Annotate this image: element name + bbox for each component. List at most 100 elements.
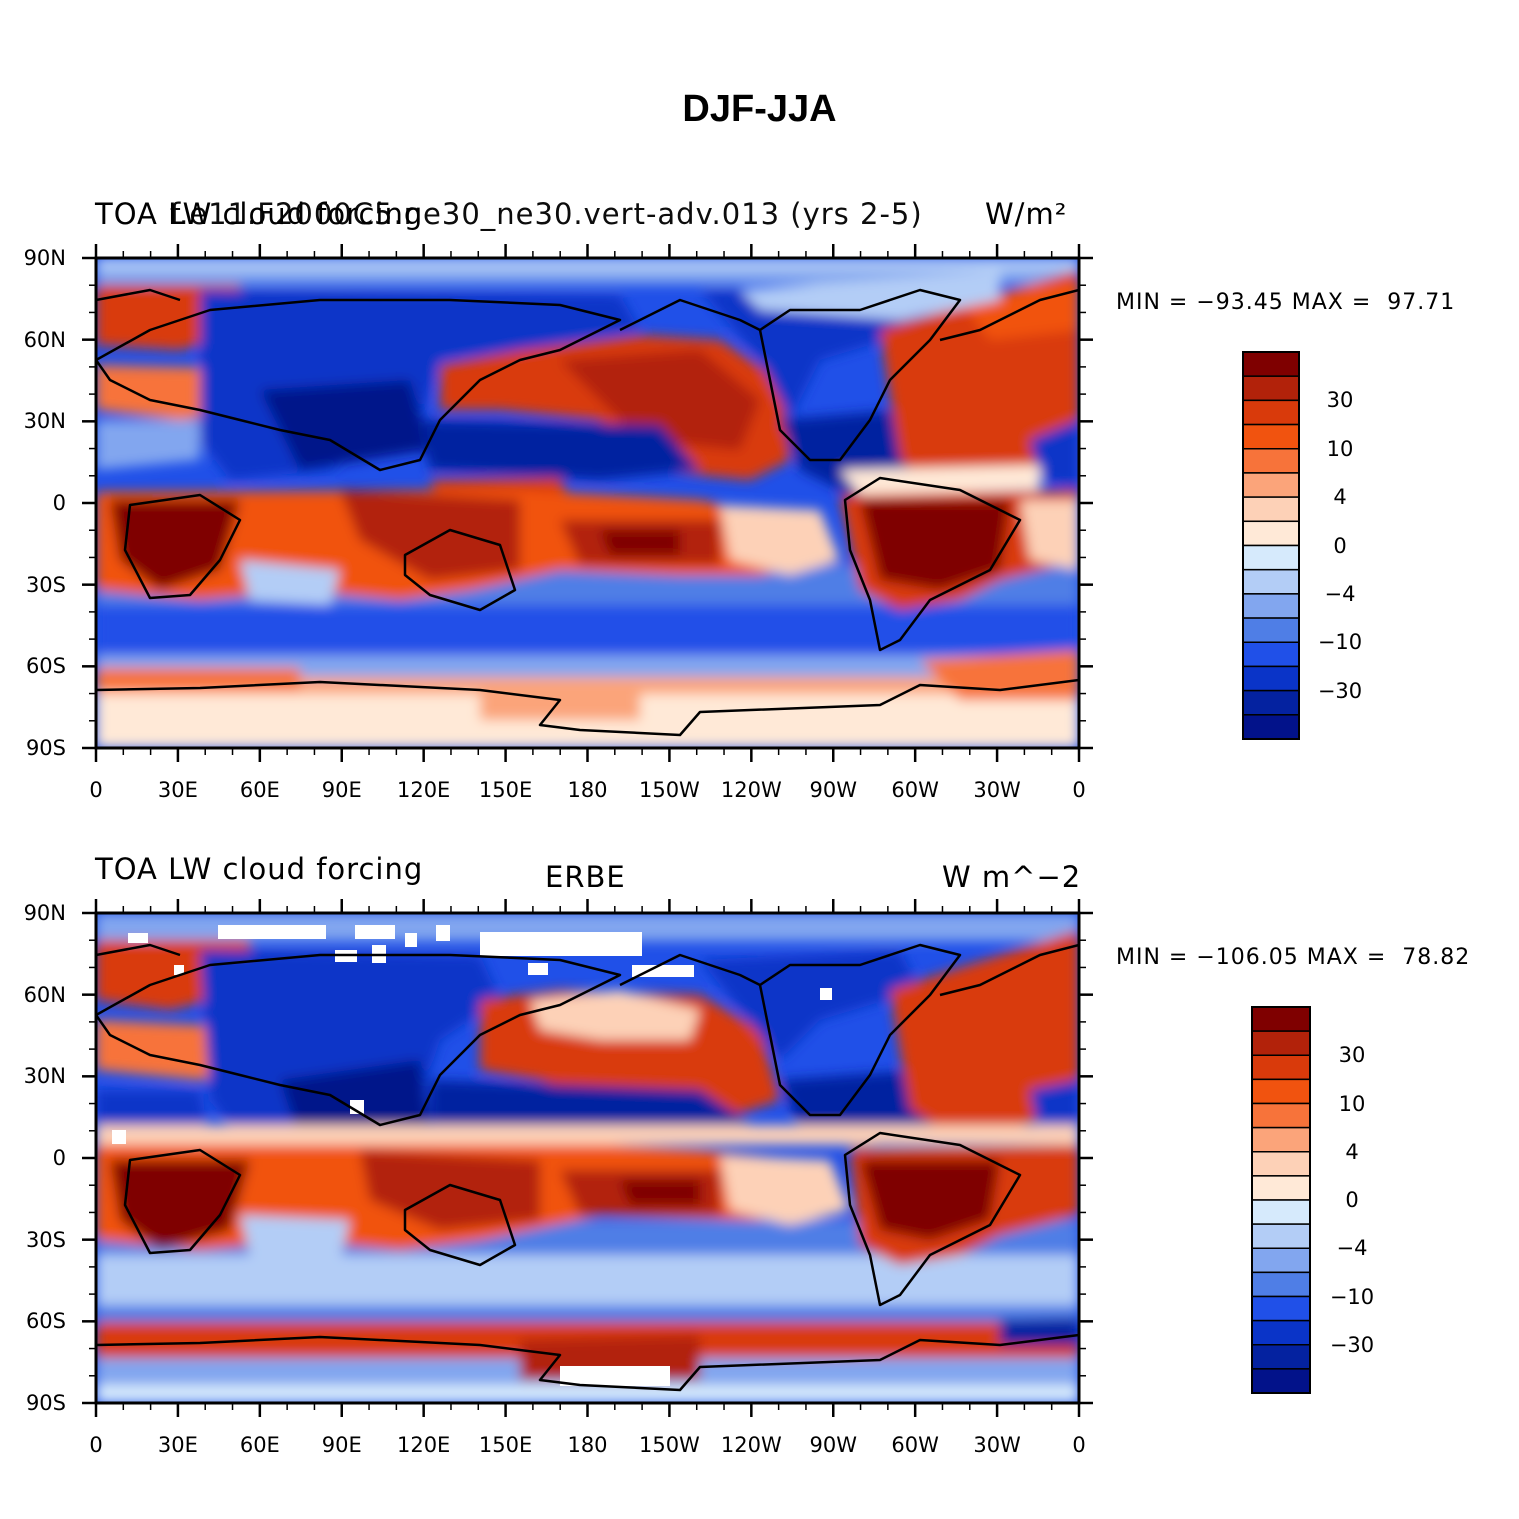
colorbar2-swatch	[1251, 1199, 1311, 1225]
panel2-lat-label: 0	[52, 1146, 66, 1170]
colorbar1-swatch	[1242, 472, 1300, 498]
colorbar2-swatch	[1251, 1368, 1311, 1394]
panel2-map	[96, 913, 1079, 1403]
colorbar1-swatch	[1242, 641, 1300, 668]
colorbar2-swatch	[1251, 1078, 1311, 1105]
panel2-lat-label: 30N	[23, 1064, 66, 1089]
panel2-lon-label: 90E	[321, 1433, 362, 1457]
colorbar2-swatch	[1251, 1247, 1311, 1274]
colorbar1-swatch	[1242, 689, 1300, 716]
panel2-lon-label: 30E	[157, 1433, 198, 1457]
colorbar1-label: 10	[1326, 436, 1354, 461]
panel1-title-variable: TOA LW cloud forcing	[95, 197, 424, 231]
panel2-lat-label: 90S	[25, 1391, 66, 1415]
panel1-lon-label: 120W	[720, 778, 782, 802]
panel1-lat-label: 90N	[23, 246, 66, 270]
panel1-lon-label: 150W	[638, 778, 700, 802]
colorbar2-label: 30	[1338, 1043, 1366, 1068]
panel1-lon-label: 60E	[239, 778, 280, 802]
colorbar1-swatch	[1242, 617, 1300, 643]
panel1-lon-label: 150E	[478, 778, 533, 802]
colorbar1-swatch	[1242, 423, 1300, 450]
panel2-lon-label: 0	[89, 1433, 103, 1457]
panel1-lon-label: 120E	[396, 778, 451, 802]
panel2-lon-label: 90W	[809, 1433, 858, 1457]
colorbar1-swatch	[1242, 665, 1300, 692]
colorbar2-swatch	[1251, 1102, 1311, 1129]
colorbar1-swatch	[1242, 593, 1300, 619]
colorbar1-swatch	[1242, 496, 1300, 523]
colorbar1-frame	[1242, 351, 1300, 740]
colorbar1-swatch	[1242, 448, 1300, 474]
colorbar2-swatch	[1251, 1006, 1311, 1032]
panel2-title-variable: TOA LW cloud forcing	[95, 852, 424, 886]
colorbar1-label: 0	[1333, 533, 1347, 558]
colorbar2-swatch	[1251, 1151, 1311, 1177]
colorbar1-swatch	[1242, 375, 1300, 402]
panel2-lat-label: 60N	[23, 982, 66, 1007]
panel1-lat-label: 90S	[25, 736, 66, 760]
colorbar1-label: 30	[1326, 388, 1354, 413]
panel2-lat-label: 30S	[25, 1227, 66, 1252]
panel2-units: W m^−2	[942, 860, 1082, 894]
colorbar2-swatch	[1251, 1271, 1311, 1298]
panel1-units: W/m²	[985, 197, 1068, 231]
panel2-lat-label: 60S	[25, 1309, 66, 1334]
panel2-lon-label: 150W	[638, 1433, 700, 1457]
colorbar1-label: −10	[1317, 630, 1363, 655]
panel1-lat-label: 30N	[23, 409, 66, 434]
panel1-lon-label: 0	[1072, 778, 1086, 802]
panel2-lon-label: 120W	[720, 1433, 782, 1457]
colorbar2-swatch	[1251, 1295, 1311, 1322]
panel1-lon-label: 90W	[809, 778, 858, 802]
panel2-min-max: MIN = −106.05 MAX = 78.82	[1116, 945, 1471, 970]
panel2-lon-label: 30W	[973, 1433, 1021, 1457]
colorbar2-label: −10	[1329, 1284, 1375, 1309]
colorbar1-swatch	[1242, 399, 1300, 426]
colorbar2-swatch	[1251, 1126, 1311, 1153]
colorbar1-swatch	[1242, 544, 1300, 571]
panel1-lon-label: 90E	[321, 778, 362, 802]
colorbar2-label: −4	[1336, 1236, 1368, 1261]
panel1-min-max: MIN = −93.45 MAX = 97.71	[1116, 290, 1456, 315]
colorbar2-label: −30	[1329, 1332, 1375, 1357]
panel2-lon-label: 120E	[396, 1433, 451, 1457]
colorbar1-swatch	[1242, 351, 1300, 377]
panel1-lat-label: 60N	[23, 327, 66, 352]
panel1-lon-label: 180	[567, 778, 608, 802]
panel1-lon-label: 60W	[891, 778, 939, 802]
colorbar2-swatch	[1251, 1344, 1311, 1370]
colorbar2-label: 10	[1338, 1091, 1366, 1116]
panel2-lon-label: 180	[567, 1433, 608, 1457]
colorbar1-swatch	[1242, 714, 1300, 740]
colorbar2-swatch	[1251, 1319, 1311, 1346]
panel1-title-case: f.e11.F2000C5.ne30_ne30.vert-adv.013 (yr…	[170, 197, 923, 231]
colorbar1-label: −30	[1317, 678, 1363, 703]
colorbar2-swatch	[1251, 1223, 1311, 1249]
panel1-lat-label: 0	[52, 491, 66, 515]
colorbar1-swatch	[1242, 520, 1300, 547]
panel2-title-dataset: ERBE	[545, 860, 626, 894]
colorbar1-label: −4	[1324, 581, 1356, 606]
page-title: DJF-JJA	[682, 88, 837, 130]
panel1-lon-label: 30E	[157, 778, 198, 802]
panel1-lon-label: 30W	[973, 778, 1021, 802]
panel2-lon-label: 0	[1072, 1433, 1086, 1457]
panel1-map	[96, 258, 1079, 748]
colorbar2-swatch	[1251, 1030, 1311, 1056]
panel2-lon-label: 150E	[478, 1433, 533, 1457]
panel2-lon-label: 60W	[891, 1433, 939, 1457]
panel1-lat-label: 30S	[25, 572, 66, 597]
panel2-lon-label: 60E	[239, 1433, 280, 1457]
panel1-lat-label: 60S	[25, 654, 66, 679]
colorbar1-label: 4	[1333, 485, 1347, 510]
colorbar2-swatch	[1251, 1054, 1311, 1081]
colorbar2-swatch	[1251, 1175, 1311, 1201]
colorbar1-swatch	[1242, 568, 1300, 595]
colorbar2-frame	[1251, 1006, 1311, 1394]
panel1-lon-label: 0	[89, 778, 103, 802]
colorbar2-label: 0	[1345, 1188, 1359, 1212]
panel2-lat-label: 90N	[23, 901, 66, 925]
colorbar2-label: 4	[1345, 1139, 1359, 1164]
